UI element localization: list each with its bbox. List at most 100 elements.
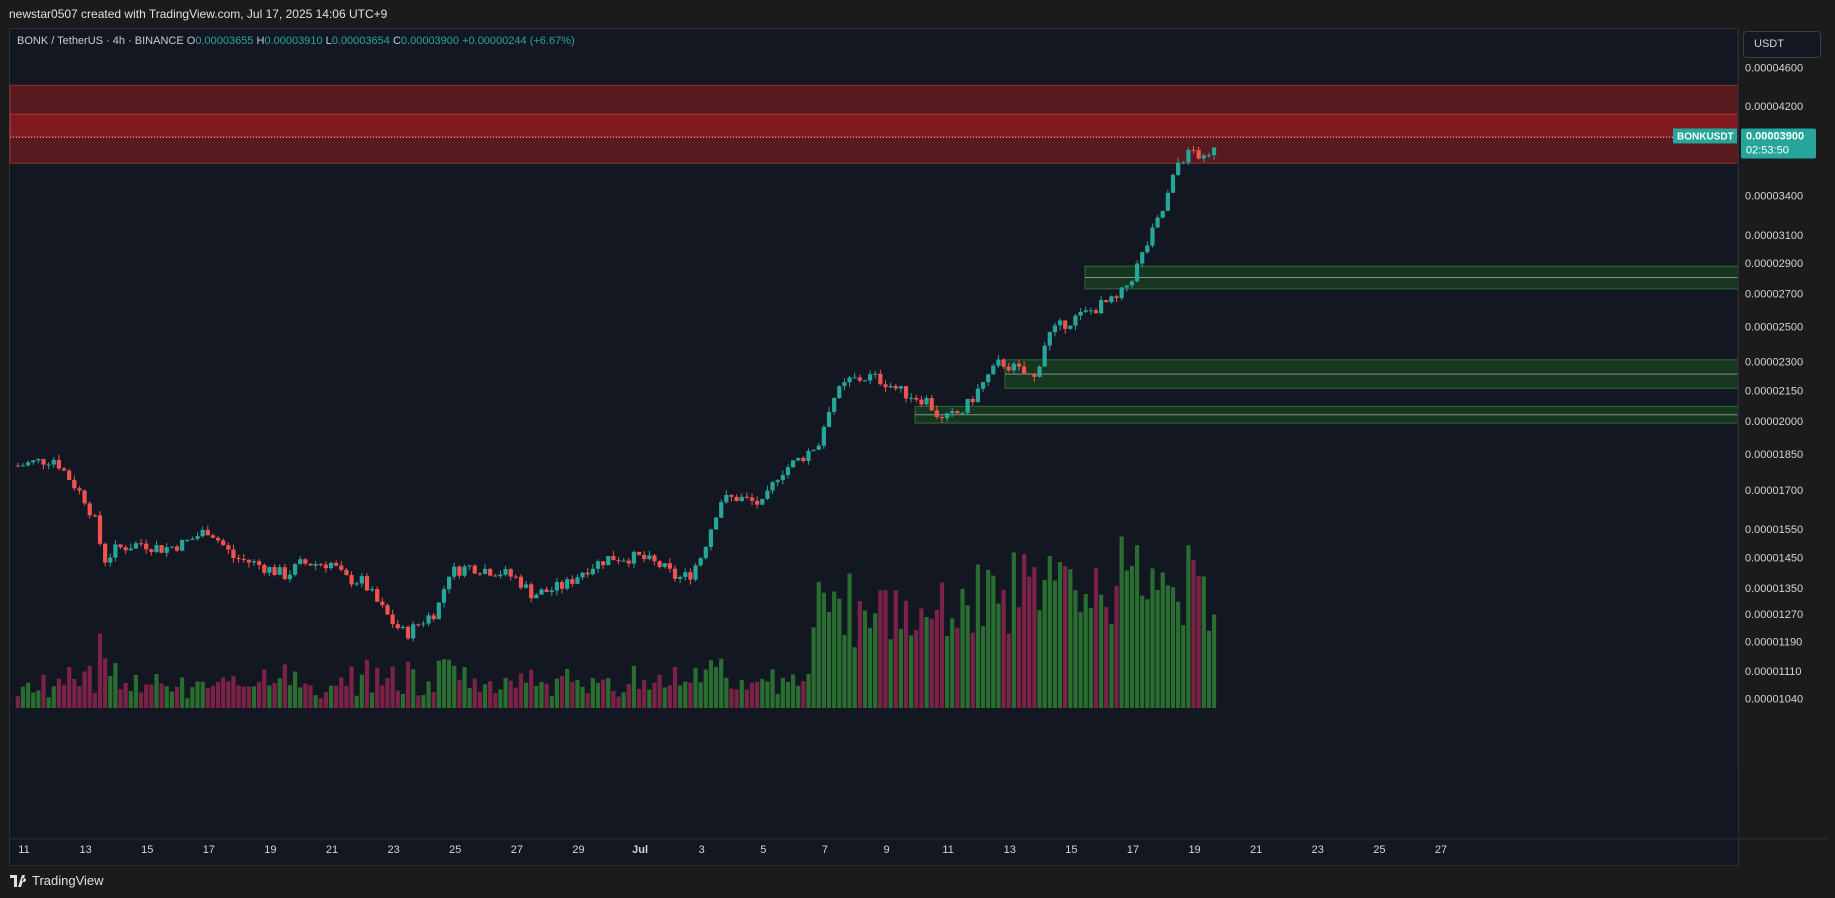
candle-body: [313, 563, 318, 566]
volume-bar: [318, 698, 323, 708]
candle-body: [842, 382, 847, 387]
candle-body: [349, 575, 354, 585]
volume-bar: [272, 683, 277, 708]
candle-body: [760, 498, 765, 505]
volume-bar: [570, 681, 575, 708]
volume-bar: [529, 669, 534, 708]
volume-bar: [246, 686, 251, 708]
candle-body: [626, 560, 631, 564]
volume-bar: [103, 658, 108, 708]
volume-bar: [472, 678, 477, 708]
volume-bar: [534, 686, 539, 708]
volume-bar: [169, 691, 174, 708]
candle-body: [1027, 373, 1032, 375]
candle-body: [436, 602, 441, 620]
volume-bar: [775, 693, 780, 708]
candle-body: [549, 590, 554, 592]
volume-bar: [210, 685, 216, 708]
volume-bar: [462, 667, 467, 708]
y-tick-label: 0.00002000: [1745, 416, 1803, 428]
candle-body: [970, 398, 975, 403]
candle-body: [26, 462, 31, 466]
volume-bar: [267, 685, 272, 708]
volume-bar: [339, 677, 344, 708]
candle-body: [1155, 217, 1160, 228]
volume-bar: [606, 678, 611, 708]
volume-bar: [539, 681, 544, 708]
volume-bar: [164, 686, 169, 708]
x-tick-label: 25: [449, 844, 461, 856]
candle-body: [544, 589, 549, 592]
volume-bar: [575, 679, 580, 708]
candle-body: [169, 546, 174, 548]
candle-body: [1109, 296, 1114, 303]
volume-bar: [703, 669, 708, 708]
volume-bar: [159, 683, 164, 708]
candle-body: [318, 563, 323, 565]
volume-bar: [303, 683, 308, 708]
volume-bar: [41, 674, 46, 708]
volume-bar: [493, 692, 498, 708]
candle-body: [323, 564, 328, 569]
currency-button[interactable]: USDT: [1743, 31, 1821, 58]
candle-body: [364, 576, 370, 591]
volume-bar: [955, 627, 960, 708]
candle-body: [498, 574, 503, 577]
y-tick-label: 0.00003100: [1745, 230, 1803, 242]
volume-bar: [436, 660, 441, 708]
candle-body: [1099, 300, 1104, 314]
volume-bar: [739, 679, 744, 708]
volume-bar: [852, 647, 857, 708]
volume-bar: [195, 681, 200, 708]
candle-body: [857, 377, 862, 381]
chart-pane[interactable]: [9, 28, 1739, 866]
candle-body: [811, 449, 816, 451]
volume-bar: [56, 678, 62, 708]
volume-bar: [380, 685, 385, 708]
volume-bar: [113, 663, 118, 708]
volume-bar: [1042, 579, 1047, 708]
volume-bar: [729, 688, 734, 708]
x-tick-label: 13: [79, 844, 91, 856]
volume-bar: [524, 682, 529, 708]
candle-body: [1052, 325, 1058, 333]
candle-body: [1211, 147, 1217, 156]
candle-body: [395, 624, 400, 629]
candle-body: [955, 411, 960, 414]
candle-body: [1042, 345, 1047, 367]
volume-bar: [1165, 585, 1170, 708]
volume-bar: [1093, 568, 1099, 708]
candle-body: [56, 459, 62, 469]
footer: [0, 866, 1835, 898]
candle-body: [790, 460, 796, 468]
candle-body: [755, 500, 760, 505]
volume-bar: [1016, 607, 1022, 708]
candle-body: [734, 496, 739, 502]
volume-bar: [334, 685, 339, 708]
tradingview-logo[interactable]: TradingView: [10, 873, 104, 888]
candle-body: [390, 614, 395, 625]
candle-body: [703, 547, 708, 559]
candle-body: [123, 547, 128, 551]
volume-bar: [929, 618, 934, 708]
close-value: 0.00003900: [400, 35, 460, 47]
candle-body: [611, 556, 616, 561]
candle-body: [339, 565, 344, 570]
candle-body: [236, 558, 241, 560]
volume-bar: [185, 698, 190, 708]
candle-body: [174, 546, 180, 551]
candle-body: [298, 559, 303, 565]
volume-bar: [349, 666, 354, 708]
y-tick-label: 0.00002700: [1745, 289, 1803, 301]
candle-body: [328, 562, 334, 569]
volume-bar: [580, 686, 585, 708]
candle-body: [996, 359, 1001, 366]
volume-bar: [1129, 565, 1135, 708]
candle-body: [72, 479, 77, 489]
candle-body: [775, 480, 780, 483]
candle-body: [246, 559, 251, 563]
volume-bar: [924, 616, 929, 708]
candle-body: [149, 549, 154, 552]
volume-bar: [770, 669, 775, 708]
